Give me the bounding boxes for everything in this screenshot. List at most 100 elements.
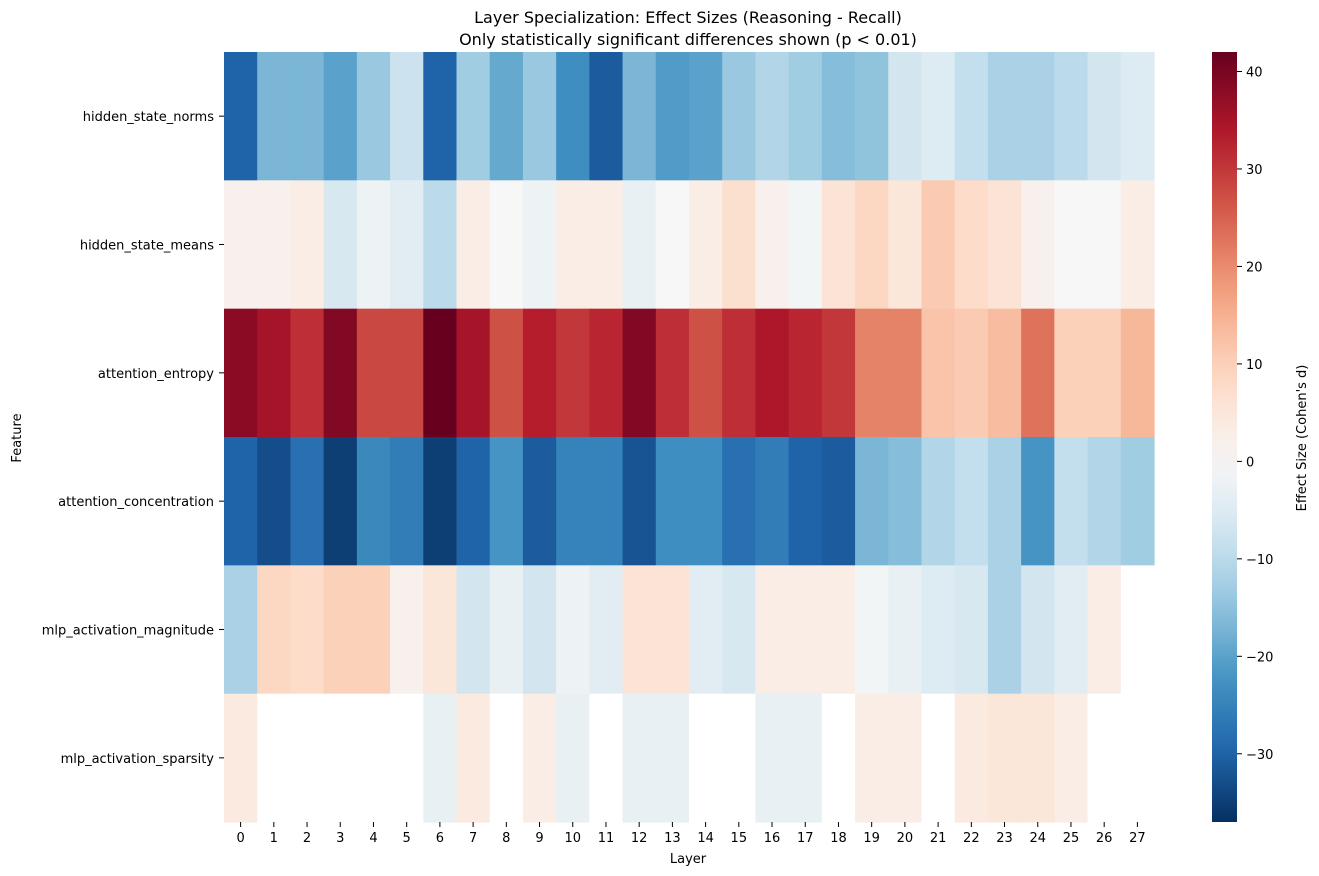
heatmap-cell [722,180,757,310]
colorbar-tick-label: 20 [1246,260,1263,275]
heatmap-cell [855,308,889,438]
heatmap-cell [788,308,823,438]
x-tick-label: 13 [664,831,681,846]
x-tick-label: 10 [564,831,581,846]
heatmap-cell [489,52,524,181]
heatmap-cell [390,693,424,823]
heatmap-cell [987,308,1022,438]
heatmap-cell [755,437,790,566]
heatmap-cell [921,693,956,823]
y-tick-label: attention_entropy [98,367,214,382]
heatmap-cell [456,180,491,310]
x-tick-label: 14 [697,831,714,846]
heatmap-cell [556,565,590,695]
x-tick-label: 5 [403,831,411,846]
heatmap-cell [987,180,1022,310]
heatmap-cell [390,308,424,438]
heatmap-cell [456,52,491,181]
heatmap-cell [522,693,557,823]
heatmap-cell [323,52,358,181]
heatmap-cell [589,308,624,438]
heatmap-cell [290,565,325,695]
x-tick-label: 1 [270,831,278,846]
heatmap-cell [1021,52,1055,181]
heatmap-cell [921,565,956,695]
heatmap-cells [224,52,1155,823]
heatmap-cell [689,180,723,310]
heatmap-cell [589,52,624,181]
heatmap-cell [1087,52,1122,181]
x-tick-label: 18 [830,831,847,846]
x-tick-label: 7 [469,831,477,846]
heatmap-cell [224,308,258,438]
heatmap-cell [987,565,1022,695]
heatmap-cell [622,437,657,566]
heatmap-cell [888,180,923,310]
heatmap-cell [556,52,590,181]
heatmap-cell [689,437,723,566]
heatmap-cell [1120,437,1155,566]
heatmap-cell [755,565,790,695]
heatmap-cell [954,565,989,695]
heatmap-cell [589,180,624,310]
heatmap-cell [655,565,690,695]
heatmap-cell [356,52,391,181]
heatmap-cell [290,437,325,566]
heatmap-cell [390,437,424,566]
heatmap-cell [224,693,258,823]
heatmap-cell [788,437,823,566]
heatmap-cell [655,308,690,438]
heatmap-cell [987,693,1022,823]
heatmap-cell [456,437,491,566]
heatmap-cell [655,52,690,181]
heatmap-cell [323,180,358,310]
y-tick-label: mlp_activation_sparsity [61,752,215,767]
heatmap-cell [1021,693,1055,823]
heatmap-cell [788,565,823,695]
y-tick-label: mlp_activation_magnitude [42,624,214,639]
heatmap-cell [423,693,458,823]
heatmap-cell [987,437,1022,566]
heatmap-cell [589,693,624,823]
heatmap-cell [589,565,624,695]
heatmap-cell [224,52,258,181]
heatmap-cell [1087,180,1122,310]
heatmap-cell [1120,565,1155,695]
heatmap-cell [257,437,292,566]
heatmap-cell [522,437,557,566]
x-tick-label: 9 [535,831,543,846]
heatmap-cell [788,693,823,823]
x-tick-label: 12 [631,831,648,846]
x-tick-label: 6 [436,831,444,846]
x-tick-label: 19 [863,831,880,846]
heatmap-cell [1021,308,1055,438]
heatmap-cell [489,308,524,438]
heatmap-cell [224,437,258,566]
heatmap-cell [921,437,956,566]
colorbar-ticks: 40 30 20 10 0 −10 −20 −30 [1237,65,1273,763]
heatmap-cell [589,437,624,566]
heatmap-cell [323,693,358,823]
heatmap-cell [622,693,657,823]
heatmap-cell [722,308,757,438]
heatmap-cell [1120,52,1155,181]
y-tick-label: hidden_state_norms [83,110,214,125]
x-tick-label: 23 [996,831,1013,846]
heatmap-cell [356,180,391,310]
heatmap-cell [556,437,590,566]
heatmap-cell [423,565,458,695]
x-tick-label: 11 [598,831,615,846]
heatmap-cell [821,565,856,695]
heatmap-cell [1054,437,1089,566]
x-axis-ticks: 0 1 2 3 4 5 6 7 8 9 10 11 12 13 14 15 16 17 18 19 20 21 22 23 24… [236,822,1146,846]
heatmap-cell [954,308,989,438]
heatmap-cell [1087,565,1122,695]
heatmap-cell [1021,565,1055,695]
x-tick-label: 25 [1063,831,1080,846]
x-tick-label: 17 [797,831,814,846]
heatmap-cell [522,308,557,438]
heatmap-cell [855,52,889,181]
heatmap-cell [821,180,856,310]
x-tick-label: 21 [930,831,947,846]
heatmap-cell [722,52,757,181]
